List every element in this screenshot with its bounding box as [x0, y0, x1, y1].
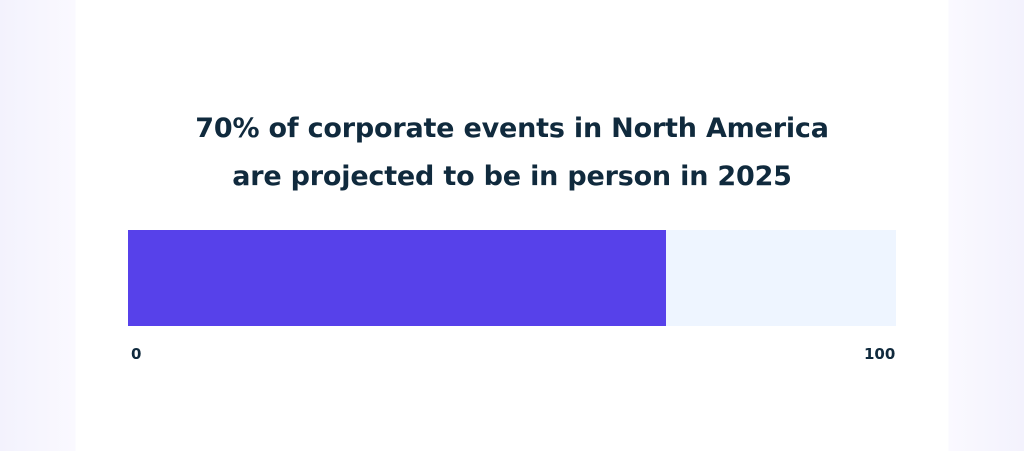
- chart-card: 70% of corporate events in North America…: [76, 0, 948, 451]
- chart-title-line-1: 70% of corporate events in North America: [195, 113, 829, 144]
- axis-tick-max: 100: [864, 345, 896, 363]
- progress-bar-track: [128, 230, 896, 326]
- chart-title: 70% of corporate events in North America…: [76, 105, 948, 201]
- axis-tick-min: 0: [131, 345, 142, 363]
- progress-bar-fill: [128, 230, 666, 326]
- chart-title-line-2: are projected to be in person in 2025: [232, 161, 792, 192]
